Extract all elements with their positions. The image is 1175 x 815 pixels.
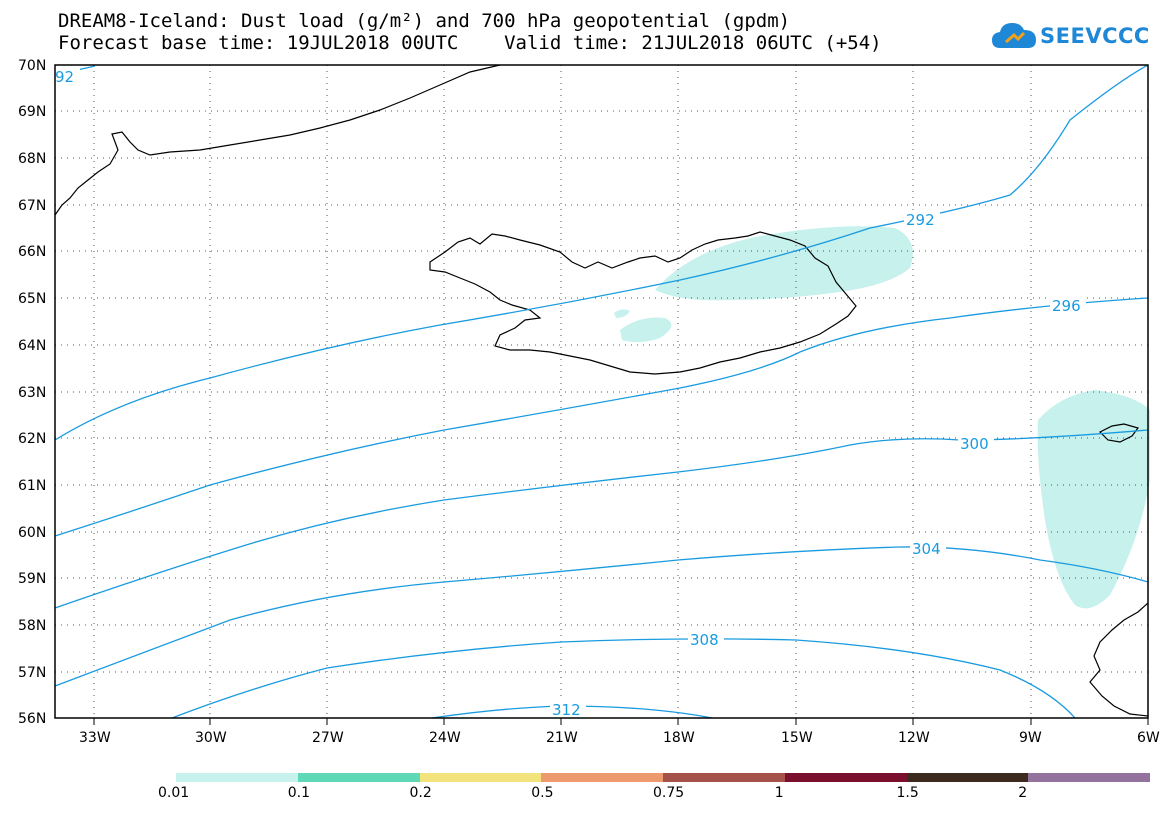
colorbar-segment	[541, 773, 664, 782]
colorbar-segment	[906, 773, 1029, 782]
logo-text: SEEVCCC	[1040, 24, 1150, 48]
iceland-coast	[429, 231, 857, 375]
contour-label: 292	[906, 211, 935, 229]
lat-label: 66N	[18, 244, 46, 260]
lon-label: 12W	[898, 730, 930, 746]
lon-label: 24W	[429, 730, 461, 746]
colorbar-label: 0.1	[287, 785, 311, 801]
coastlines	[54, 64, 1149, 717]
lon-label: 27W	[312, 730, 344, 746]
lat-label: 59N	[18, 571, 46, 587]
lon-label: 18W	[663, 730, 695, 746]
lat-label: 58N	[18, 618, 46, 634]
contour-label: 300	[960, 435, 989, 453]
colorbar-segment	[663, 773, 785, 782]
faroe-coast	[1098, 423, 1140, 443]
map-title: DREAM8-Iceland: Dust load (g/m²) and 700…	[58, 10, 791, 32]
contour-labels: 92 292 296 300 304 308 312	[54, 68, 1086, 719]
lon-label: 9W	[1019, 730, 1042, 746]
lat-label: 65N	[18, 291, 46, 307]
contour-label: 304	[912, 540, 941, 558]
colorbar-label: 0.01	[158, 785, 190, 801]
contour-label: 312	[552, 701, 581, 719]
contour-label: 308	[690, 631, 719, 649]
colorbar-segment	[176, 773, 298, 782]
lon-label: 6W	[1137, 730, 1160, 746]
lat-label: 60N	[18, 525, 46, 541]
lat-label: 70N	[18, 58, 46, 74]
lat-label: 68N	[18, 151, 46, 167]
lat-label: 67N	[18, 198, 46, 214]
lon-label: 21W	[546, 730, 578, 746]
lat-label: 57N	[18, 665, 46, 681]
latitude-labels: 70N 69N 68N 67N 66N 65N 64N 63N 62N 61N …	[18, 58, 46, 727]
colorbar-label: 2	[1018, 785, 1028, 801]
map-grid	[55, 65, 1148, 718]
seevccc-logo: SEEVCCC	[990, 18, 1149, 58]
colorbar-label: 1.5	[896, 785, 919, 801]
lon-label: 15W	[781, 730, 813, 746]
axis-ticks	[93, 718, 1149, 725]
lat-label: 64N	[18, 338, 46, 354]
colorbar-segment	[419, 773, 542, 782]
lat-label: 62N	[18, 431, 46, 447]
cloud-logo-icon	[992, 23, 1036, 48]
lon-label: 30W	[195, 730, 227, 746]
forecast-time-subtitle: Forecast base time: 19JUL2018 00UTC Vali…	[58, 32, 882, 54]
colorbar-segment	[1028, 773, 1151, 782]
colorbar-label: 0.2	[409, 785, 432, 801]
colorbar-label: 1	[774, 785, 784, 801]
colorbar-segment	[297, 773, 420, 782]
greenland-coast	[54, 64, 501, 216]
colorbar-segment	[784, 773, 907, 782]
map-frame	[54, 64, 1149, 719]
dust-load-areas	[614, 226, 1150, 609]
lat-label: 61N	[18, 478, 46, 494]
lat-label: 63N	[18, 385, 46, 401]
lat-label: 69N	[18, 104, 46, 120]
contour-label: 296	[1052, 297, 1081, 315]
colorbar-label: 0.5	[531, 785, 554, 801]
colorbar-label: 0.75	[653, 785, 685, 801]
scotland-coast	[1089, 602, 1149, 717]
longitude-labels: 33W 30W 27W 24W 21W 18W 15W 12W 9W 6W	[79, 730, 1160, 746]
contour-label: 92	[55, 68, 74, 86]
lon-label: 33W	[79, 730, 111, 746]
lat-label: 56N	[18, 711, 46, 727]
